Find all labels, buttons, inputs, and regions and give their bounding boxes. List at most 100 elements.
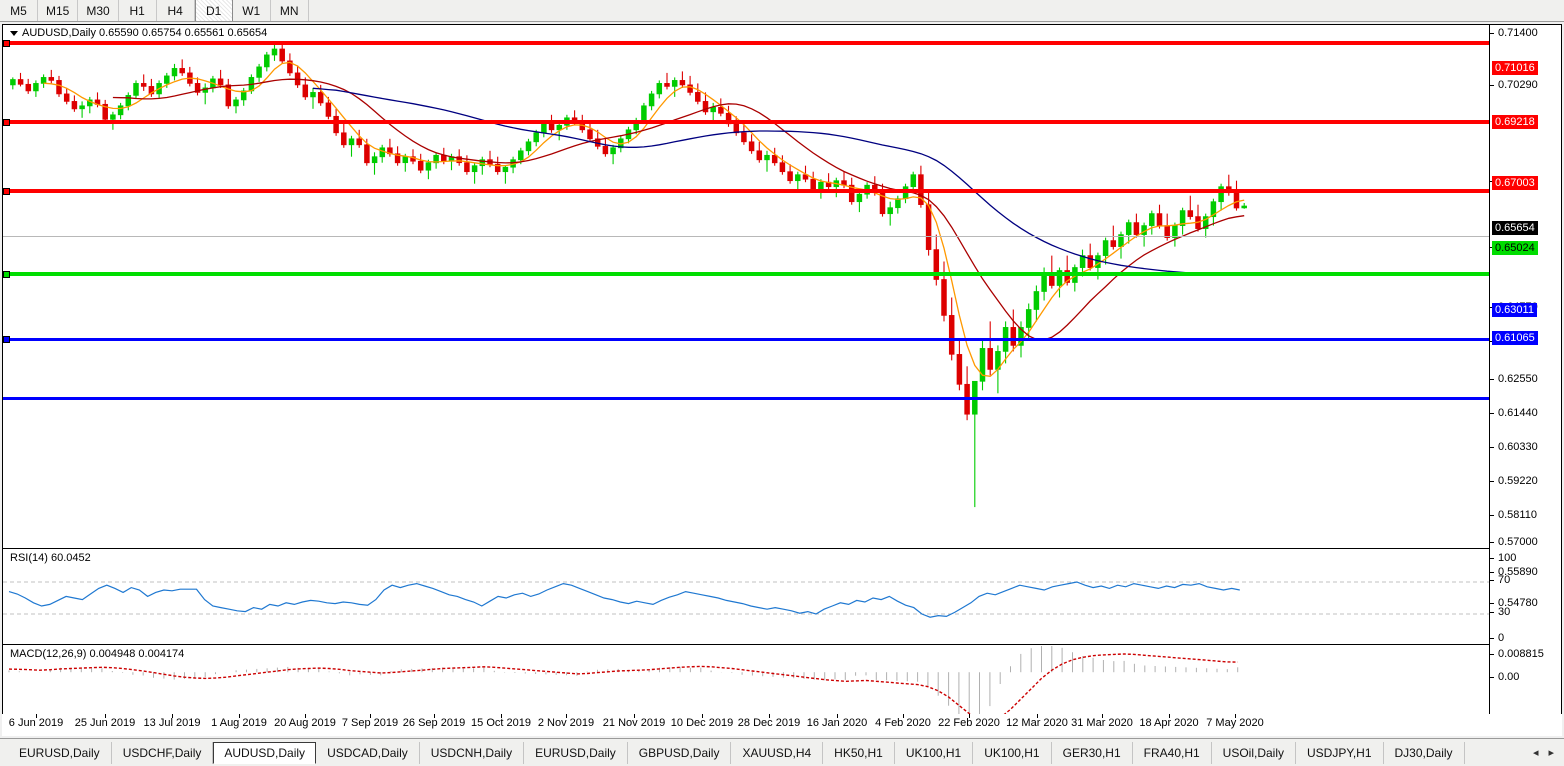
rsi-plot [3,581,1491,618]
symbol-tab-usdcnh-daily-4[interactable]: USDCNH,Daily [420,741,525,764]
date-axis-tick [566,714,567,718]
symbol-tabbar: EURUSD,Daily USDCHF,Daily AUDUSD,Daily USDC… [0,738,1564,766]
macd-scale-label: 0.008815 [1498,648,1544,660]
date-axis: 6 Jun 2019 25 Jun 2019 13 Jul 2019 1 Aug 20… [2,714,1562,736]
timeframe-mn[interactable]: MN [271,0,309,21]
symbol-tab-eurusd-daily-5[interactable]: EURUSD,Daily [524,741,628,764]
timeframe-m15[interactable]: M15 [38,0,79,21]
price-level-chip-0.63011[interactable]: 0.63011 [1492,303,1537,317]
date-axis-label: 2 Nov 2019 [537,717,595,729]
price-level-chip-0.67003[interactable]: 0.67003 [1492,176,1538,190]
date-axis-label: 15 Oct 2019 [471,717,531,729]
rsi-scale-tick [1490,638,1494,639]
symbol-tab-gbpusd-daily-6[interactable]: GBPUSD,Daily [628,741,732,764]
symbol-tab-usdchf-daily-1[interactable]: USDCHF,Daily [112,741,214,764]
date-axis-label: 21 Nov 2019 [602,717,666,729]
price-scale-label: 0.70290 [1498,79,1538,91]
timeframe-m5[interactable]: M5 [0,0,38,21]
level-drag-handle[interactable] [3,336,10,343]
level-line-bar [3,41,1491,45]
price-scale-tick [1490,515,1494,516]
rsi-scale-label: 100 [1498,552,1517,564]
date-axis-tick [1102,714,1103,718]
date-axis-tick [702,714,703,718]
price-level-chip-0.71016[interactable]: 0.71016 [1492,61,1538,75]
date-axis-label: 1 Aug 2019 [211,717,267,729]
price-level-chip-0.65654[interactable]: 0.65654 [1492,221,1538,235]
chart-frame: AUDUSD,Daily 0.65590 0.65754 0.65561 0.6… [2,24,1562,736]
date-axis-tick [172,714,173,718]
symbol-tab-xauusd-h4-7[interactable]: XAUUSD,H4 [731,741,824,764]
level-line-bar [3,396,1491,400]
price-scale-tick [1490,85,1494,86]
date-axis-label: 7 Sep 2019 [341,717,399,729]
date-axis-tick [434,714,435,718]
symbol-tab-usdjpy-h1-14[interactable]: USDJPY,H1 [1296,741,1384,764]
date-axis-tick [305,714,306,718]
date-axis-tick [501,714,502,718]
level-drag-handle[interactable] [3,271,10,278]
rsi-scale-label: 30 [1498,606,1511,618]
timeframe-d1[interactable]: D1 [194,0,233,21]
timeframe-h4[interactable]: H4 [157,0,195,21]
rsi-pane[interactable]: RSI(14) 60.0452 [3,550,1491,645]
price-scale-label: 0.61440 [1498,407,1538,419]
date-axis-tick [837,714,838,718]
symbol-tab-hk50-h1-8[interactable]: HK50,H1 [823,741,895,764]
price-level-chip-0.69218[interactable]: 0.69218 [1492,115,1538,129]
date-axis-tick [1169,714,1170,718]
price-scale-label: 0.57000 [1498,536,1538,548]
date-axis-label: 20 Aug 2019 [274,717,336,729]
rsi-label: RSI(14) 60.0452 [8,552,93,564]
date-axis-tick [634,714,635,718]
price-level-chip-0.61065[interactable]: 0.61065 [1492,331,1538,345]
price-scale-label: 0.58110 [1498,509,1537,521]
level-line-bar [3,120,1491,124]
chart-symbol-header: AUDUSD,Daily 0.65590 0.65754 0.65561 0.6… [8,27,270,39]
date-axis-label: 26 Sep 2019 [402,717,466,729]
price-level-chip-0.65024[interactable]: 0.65024 [1492,241,1538,255]
level-drag-handle[interactable] [3,40,10,47]
level-line-bar [3,272,1491,276]
scroll-left-icon[interactable]: ◂ [1532,747,1539,759]
macd-scale-label: 0.00 [1498,671,1520,683]
level-drag-handle[interactable] [3,188,10,195]
rsi-scale-tick [1490,558,1494,559]
macd-plot [8,646,1239,723]
date-axis-label: 18 Apr 2020 [1139,717,1199,729]
rsi-scale-label: 70 [1498,574,1511,586]
price-scale-label: 0.59220 [1498,475,1538,487]
price-scale-label: 0.62550 [1498,373,1538,385]
price-scale[interactable]: 0.714000.702900.681000.658800.647700.636… [1489,25,1561,735]
date-axis-label: 28 Dec 2019 [737,717,801,729]
level-drag-handle[interactable] [3,119,10,126]
symbol-tab-eurusd-daily-0[interactable]: EURUSD,Daily [8,741,112,764]
symbol-tab-uk100-h1-9[interactable]: UK100,H1 [895,741,974,764]
symbol-tab-fra40-h1-12[interactable]: FRA40,H1 [1133,741,1212,764]
date-axis-label: 16 Jan 2020 [806,717,868,729]
symbol-tab-usdcad-daily-3[interactable]: USDCAD,Daily [316,741,420,764]
rsi-scale-label: 0 [1498,632,1505,644]
price-scale-tick [1490,447,1494,448]
scroll-right-icon[interactable]: ▸ [1548,747,1554,759]
price-scale-tick [1490,379,1494,380]
date-axis-tick [105,714,106,718]
symbol-tab-audusd-daily-2[interactable]: AUDUSD,Daily [213,741,317,764]
timeframe-m30[interactable]: M30 [78,0,119,21]
rsi-scale-tick [1490,612,1494,613]
date-axis-label: 6 Jun 2019 [8,717,64,729]
timeframe-w1[interactable]: W1 [233,0,271,21]
macd-scale-tick [1490,677,1494,678]
timeframe-h1[interactable]: H1 [119,0,157,21]
collapse-triangle-icon[interactable] [10,30,18,36]
level-line-bar [3,189,1491,193]
price-scale-tick [1490,33,1494,34]
price-scale-tick [1490,413,1494,414]
price-pane[interactable]: AUDUSD,Daily 0.65590 0.65754 0.65561 0.6… [3,25,1491,549]
symbol-tab-dj30-daily-15[interactable]: DJ30,Daily [1384,741,1465,764]
date-axis-label: 13 Jul 2019 [143,717,201,729]
symbol-tab-uk100-h1-10[interactable]: UK100,H1 [973,741,1052,764]
symbol-tab-ger30-h1-11[interactable]: GER30,H1 [1052,741,1133,764]
price-scale-label: 0.71400 [1498,27,1538,39]
symbol-tab-usoil-daily-13[interactable]: USOil,Daily [1212,741,1297,764]
